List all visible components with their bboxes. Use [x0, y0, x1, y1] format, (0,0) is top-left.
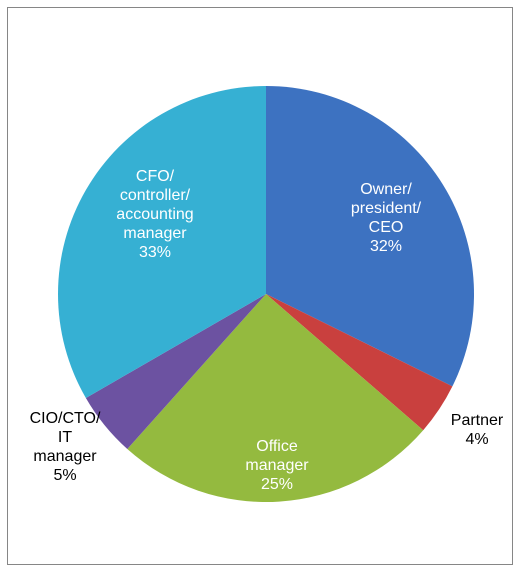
slice-category-label: manager: [123, 225, 187, 242]
slice-category-label: controller/: [120, 187, 191, 204]
slice-label-5: CFO/controller/accounting manager 33%: [116, 168, 193, 261]
pie-slice-1: [266, 86, 475, 387]
slice-value-label: 5%: [53, 467, 76, 484]
slice-label-1: Owner/president/CEO 32%: [351, 181, 422, 255]
labels-layer: Owner/president/CEO 32% Partner 4% Office man…: [30, 168, 504, 493]
slice-value-label: 33%: [139, 244, 171, 261]
chart-area: Owner/president/CEO 32% Partner 4% Office man…: [7, 7, 513, 565]
slice-value-label: 4%: [465, 431, 488, 448]
slice-category-label: CFO/: [136, 168, 175, 185]
slice-value-label: 32%: [370, 238, 402, 255]
slices-layer: [58, 85, 475, 503]
slice-category-label: manager: [245, 457, 309, 474]
pie-slice-4: [85, 294, 267, 450]
slice-label-3: Office manager 25%: [245, 438, 309, 493]
slice-category-label: IT: [58, 429, 72, 446]
slice-category-label: manager: [33, 448, 97, 465]
slice-value-label: 25%: [261, 476, 293, 493]
slice-category-label: CIO/CTO/: [30, 410, 101, 427]
slice-category-label: Partner: [451, 412, 504, 429]
slice-label-2: Partner 4%: [451, 412, 504, 448]
slice-label-4: CIO/CTO/IT manager 5%: [30, 410, 101, 484]
slice-category-label: CEO: [369, 219, 404, 236]
slice-category-label: president/: [351, 200, 422, 217]
slice-category-label: Owner/: [360, 181, 412, 198]
pie-slice-3: [127, 294, 424, 503]
slice-category-label: accounting: [116, 206, 193, 223]
pie-chart: Owner/president/CEO 32% Partner 4% Office man…: [30, 85, 504, 503]
slice-category-label: Office: [256, 438, 298, 455]
pie-slice-5: [58, 85, 266, 399]
pie-slice-2: [266, 294, 453, 431]
